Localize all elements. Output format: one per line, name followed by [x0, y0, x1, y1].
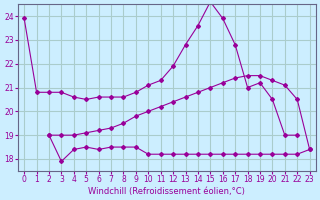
X-axis label: Windchill (Refroidissement éolien,°C): Windchill (Refroidissement éolien,°C) — [88, 187, 245, 196]
